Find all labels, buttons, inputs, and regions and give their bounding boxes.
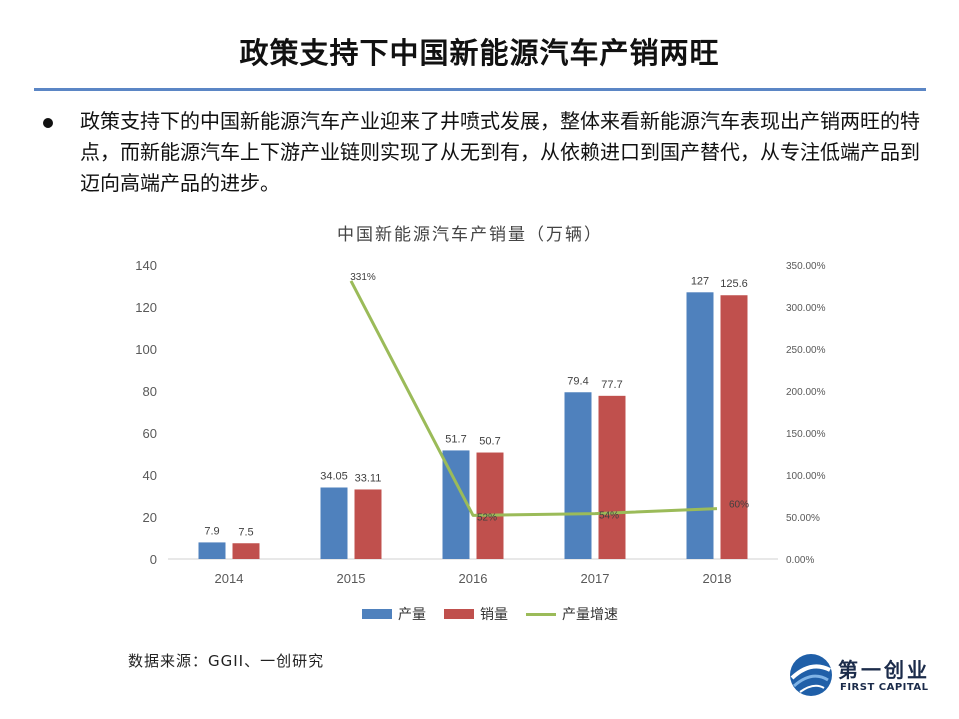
bar-production xyxy=(686,292,714,559)
bar-sales xyxy=(598,395,626,559)
bar-data-label: 7.9 xyxy=(204,525,219,537)
growth-line xyxy=(349,280,718,517)
title-divider xyxy=(34,88,926,91)
y-left-tick-label: 20 xyxy=(143,510,157,525)
globe-logo-icon xyxy=(790,654,832,696)
legend-swatch-growth xyxy=(526,612,556,616)
y-left-tick-label: 100 xyxy=(135,342,157,357)
legend-item-growth: 产量增速 xyxy=(526,604,618,624)
page-title: 政策支持下中国新能源汽车产销两旺 xyxy=(239,36,720,70)
y-right-tick-label: 350.00% xyxy=(786,261,826,272)
x-tick-label: 2017 xyxy=(581,571,610,586)
legend-item-sales: 销量 xyxy=(444,604,508,624)
logo-chinese-name: 第一创业 xyxy=(838,658,930,682)
bar-data-label: 7.5 xyxy=(238,526,253,538)
chart-legend: 产量 销量 产量增速 xyxy=(362,604,636,624)
bar-sales xyxy=(354,489,382,559)
legend-swatch-production xyxy=(362,609,392,619)
bar-data-label: 77.7 xyxy=(601,379,622,391)
y-left-tick-label: 140 xyxy=(135,258,157,273)
source-note: 数据来源：GGII、一创研究 xyxy=(128,652,325,670)
chart-title: 中国新能源汽车产销量（万辆） xyxy=(337,225,603,245)
x-tick-label: 2015 xyxy=(337,571,366,586)
bar-sales xyxy=(476,452,504,559)
bullet-text: 政策支持下的中国新能源汽车产业迎来了井喷式发展，整体来看新能源汽车表现出产销两旺… xyxy=(80,109,920,195)
logo-english-name: FIRST CAPITAL xyxy=(840,682,929,693)
y-right-tick-label: 150.00% xyxy=(786,429,826,440)
y-right-tick-label: 100.00% xyxy=(786,471,826,482)
legend-item-production: 产量 xyxy=(362,604,426,624)
y-left-tick-label: 80 xyxy=(143,384,157,399)
y-left-tick-label: 40 xyxy=(143,468,157,483)
bar-data-label: 34.05 xyxy=(320,470,348,482)
x-tick-label: 2014 xyxy=(215,571,244,586)
growth-data-label: 52% xyxy=(477,512,497,523)
company-logo: 第一创业 FIRST CAPITAL xyxy=(788,650,938,700)
x-tick-label: 2016 xyxy=(459,571,488,586)
x-tick-label: 2018 xyxy=(703,571,732,586)
bar-production xyxy=(320,487,348,559)
y-left-tick-label: 120 xyxy=(135,300,157,315)
bar-data-label: 51.7 xyxy=(445,433,466,445)
bar-data-label: 50.7 xyxy=(479,436,500,448)
legend-label-production: 产量 xyxy=(398,607,426,623)
bar-data-label: 79.4 xyxy=(567,375,588,387)
y-right-tick-label: 200.00% xyxy=(786,387,826,398)
y-right-tick-label: 300.00% xyxy=(786,303,826,314)
y-left-tick-label: 0 xyxy=(150,552,157,567)
bar-data-label: 33.11 xyxy=(355,472,382,484)
growth-data-label: 331% xyxy=(350,272,376,283)
growth-data-label: 54% xyxy=(599,511,619,522)
y-right-tick-label: 250.00% xyxy=(786,345,826,356)
legend-label-growth: 产量增速 xyxy=(562,607,618,623)
bar-data-label: 127 xyxy=(691,275,709,287)
bar-data-label: 125.6 xyxy=(720,278,748,290)
growth-data-label: 60% xyxy=(729,500,749,511)
bar-sales xyxy=(720,295,748,559)
y-right-tick-label: 50.00% xyxy=(786,513,820,524)
y-right-tick-label: 0.00% xyxy=(786,555,814,566)
bar-production xyxy=(564,392,592,559)
legend-label-sales: 销量 xyxy=(480,607,508,623)
bullet-icon xyxy=(43,118,53,128)
bar-production xyxy=(198,542,226,559)
legend-swatch-sales xyxy=(444,609,474,619)
bar-sales xyxy=(232,543,260,559)
y-left-tick-label: 60 xyxy=(143,426,157,441)
